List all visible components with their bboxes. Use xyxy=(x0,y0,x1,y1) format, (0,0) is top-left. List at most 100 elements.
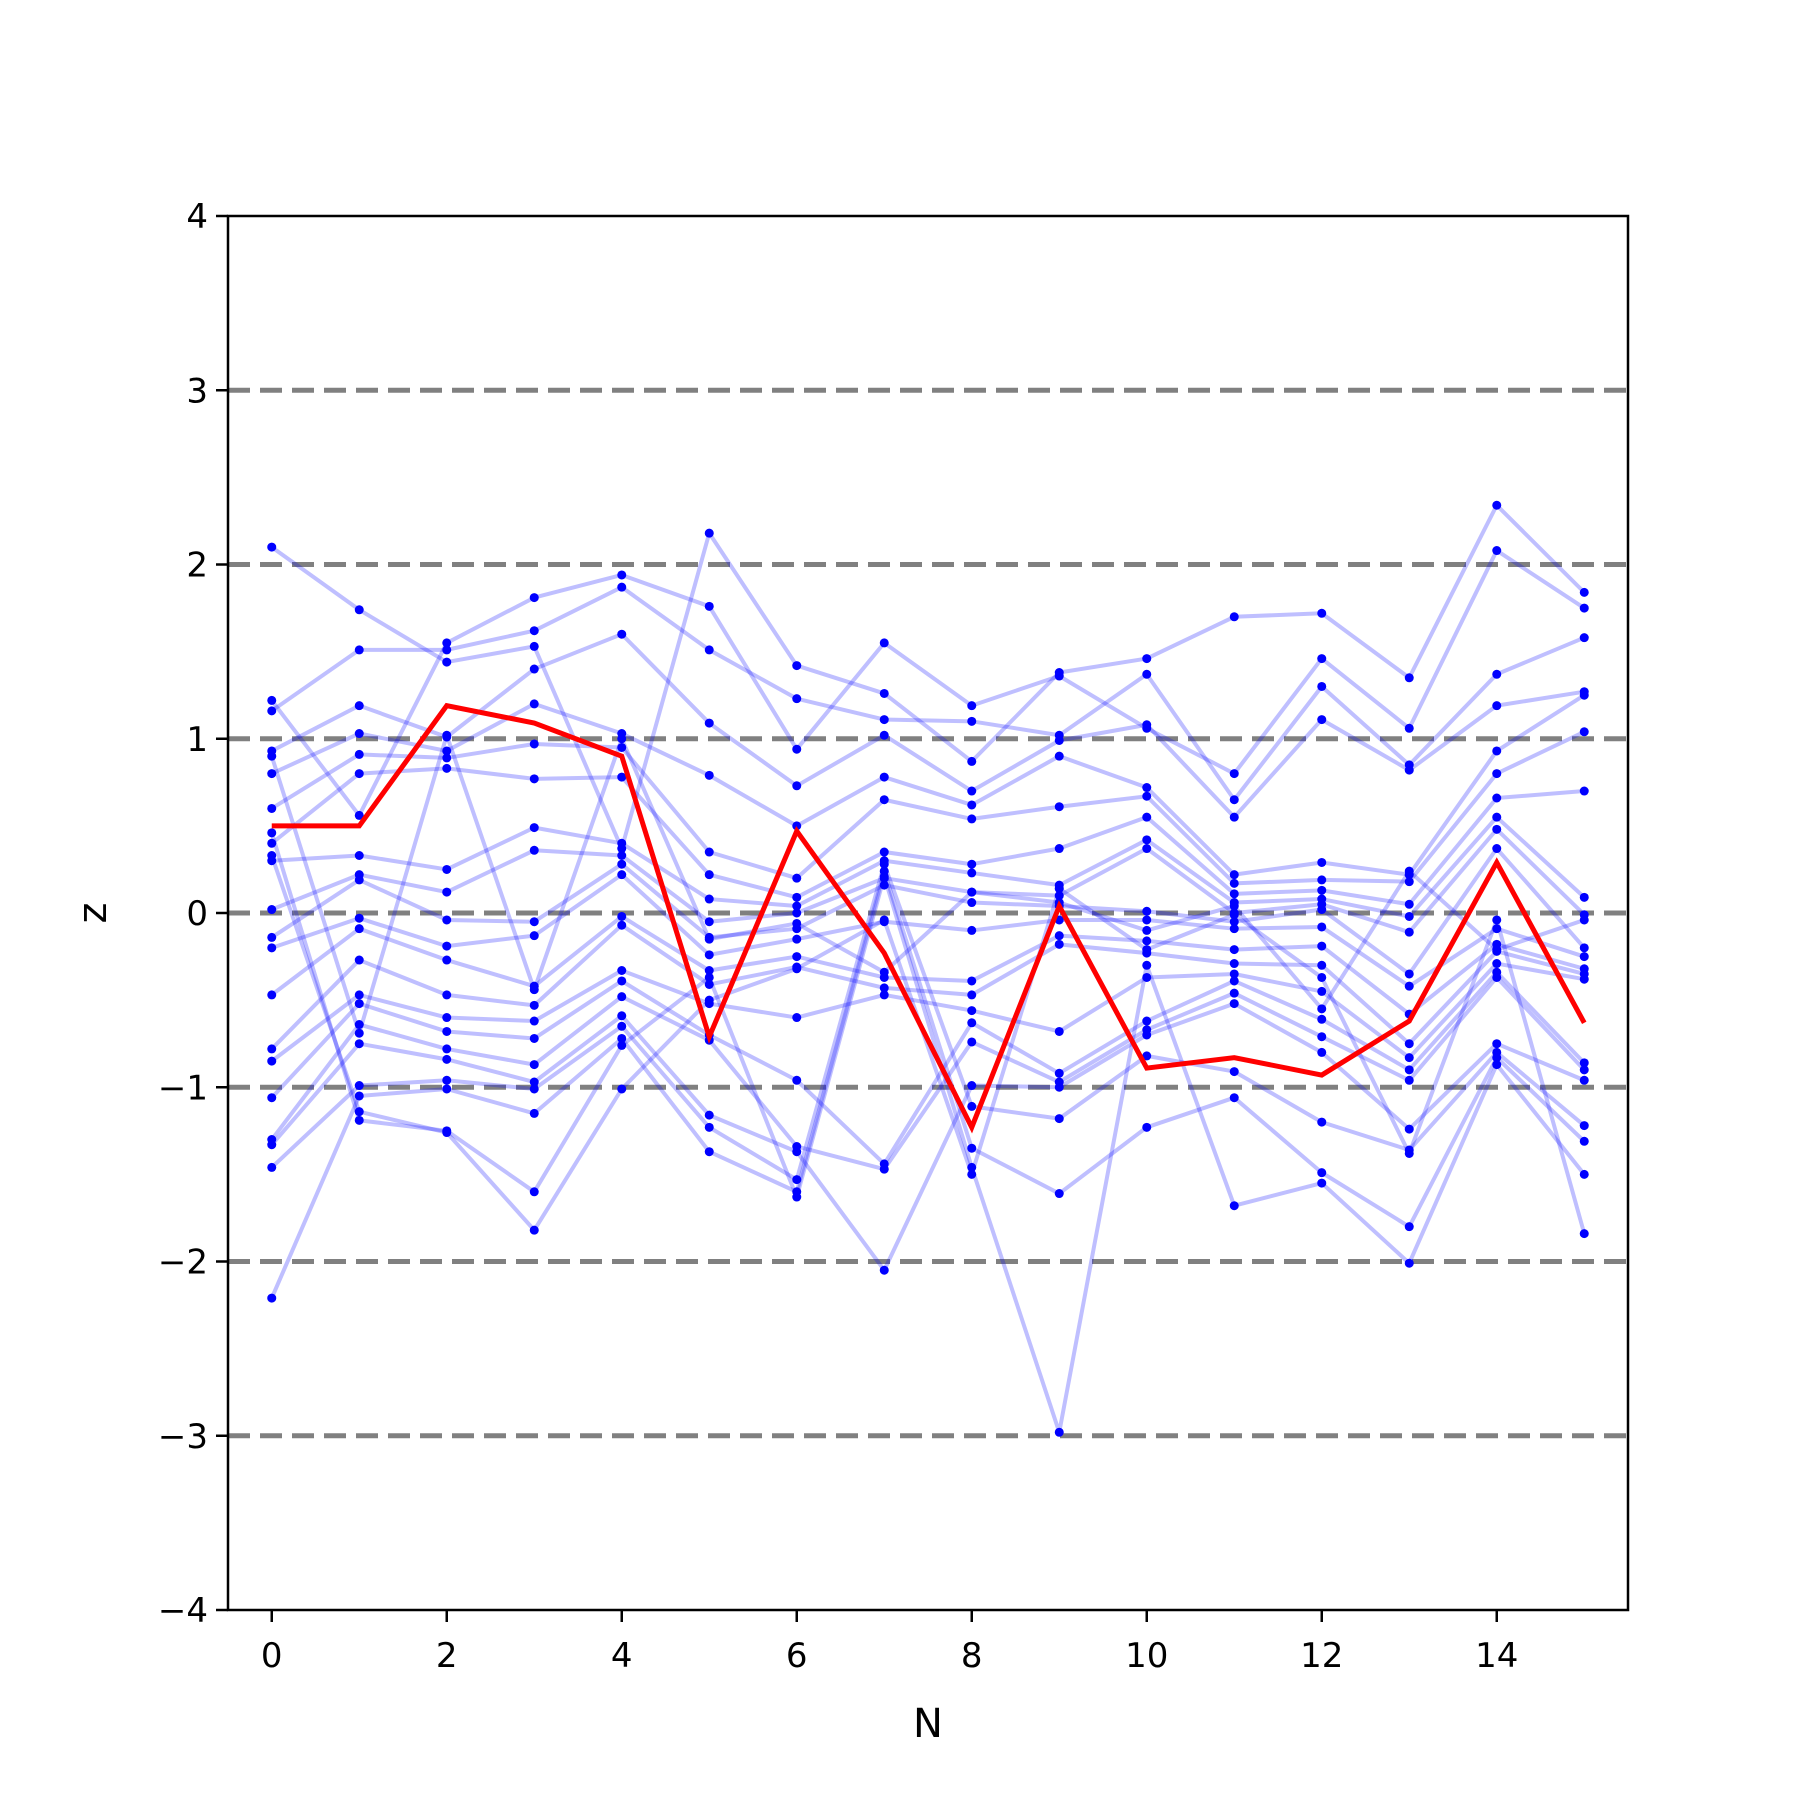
series-0-point-10 xyxy=(1142,654,1152,664)
series-21-point-14 xyxy=(1492,945,1502,955)
series-8-point-0 xyxy=(267,905,277,915)
series-2-point-6 xyxy=(792,694,802,704)
series-20-point-3 xyxy=(529,1225,539,1235)
series-line-19 xyxy=(269,832,1586,1435)
series-line-14 xyxy=(270,970,1586,1166)
series-18-point-2 xyxy=(442,1084,452,1094)
series-14-point-15 xyxy=(1579,1058,1589,1068)
series-21-point-6 xyxy=(792,918,802,928)
series-12-point-7 xyxy=(879,983,889,993)
series-16-point-9 xyxy=(1054,1082,1064,1092)
series-10-point-5 xyxy=(704,950,714,960)
series-6-point-10 xyxy=(1142,812,1152,822)
series-15-point-3 xyxy=(529,1060,539,1070)
highlight-line xyxy=(271,702,1587,1134)
series-17-point-9 xyxy=(1054,1114,1064,1124)
series-6-point-13 xyxy=(1404,899,1414,909)
series-17-point-1 xyxy=(354,1081,364,1091)
series-7-point-4 xyxy=(617,838,627,848)
series-2-point-12 xyxy=(1317,681,1327,691)
series-15-point-4 xyxy=(617,992,627,1002)
series-17-point-8 xyxy=(967,1101,977,1111)
series-20-point-10 xyxy=(1142,945,1152,955)
series-12-point-4 xyxy=(617,920,627,930)
series-21-point-7 xyxy=(879,967,889,977)
series-21-point-0 xyxy=(267,751,277,761)
series-6-point-7 xyxy=(879,847,889,857)
series-10-point-12 xyxy=(1317,922,1327,932)
series-line-5 xyxy=(270,729,1586,886)
series-9-point-7 xyxy=(879,880,889,890)
series-line-9 xyxy=(270,846,1586,976)
series-16-point-2 xyxy=(442,1054,452,1064)
series-20-point-13 xyxy=(1404,1148,1414,1158)
series-10-point-0 xyxy=(267,943,277,953)
series-14-point-10 xyxy=(1142,1016,1152,1026)
series-line-4 xyxy=(270,693,1586,877)
series-19-point-11 xyxy=(1229,1201,1239,1211)
series-17-point-15 xyxy=(1579,1121,1589,1131)
y-tick-label-4: 4 xyxy=(186,197,208,237)
series-5-point-2 xyxy=(442,753,452,763)
y-tick-label-1: 1 xyxy=(186,720,208,760)
series-5-point-0 xyxy=(267,803,277,813)
series-14-point-11 xyxy=(1229,976,1239,986)
series-20-point-7 xyxy=(879,915,889,925)
series-13-point-11 xyxy=(1229,969,1239,979)
highlight-series xyxy=(271,702,1587,1134)
series-3-point-6 xyxy=(792,781,802,791)
series-18-point-5 xyxy=(704,1147,714,1157)
series-2-point-10 xyxy=(1142,669,1152,679)
series-0-point-0 xyxy=(267,542,277,552)
series-20-point-5 xyxy=(704,995,714,1005)
series-11-point-2 xyxy=(442,955,452,965)
series-4-point-9 xyxy=(1054,751,1064,761)
series-19-point-0 xyxy=(267,828,277,838)
series-15-point-11 xyxy=(1229,988,1239,998)
series-4-point-14 xyxy=(1492,746,1502,756)
series-19-point-1 xyxy=(354,1115,364,1125)
series-1-point-0 xyxy=(267,695,277,705)
series-14-point-4 xyxy=(617,976,627,986)
series-14-point-0 xyxy=(267,1093,277,1103)
series-10-point-13 xyxy=(1404,981,1414,991)
series-line-7 xyxy=(271,815,1586,919)
series-8-point-2 xyxy=(442,887,452,897)
series-14-point-13 xyxy=(1404,1065,1414,1075)
series-18-point-13 xyxy=(1404,1222,1414,1232)
series-4-point-0 xyxy=(267,769,277,779)
series-16-point-0 xyxy=(267,1140,277,1150)
series-line-1 xyxy=(270,548,1586,818)
x-tick-label-14: 14 xyxy=(1475,1636,1518,1676)
series-4-point-11 xyxy=(1229,870,1239,880)
series-6-point-0 xyxy=(267,838,277,848)
series-17-point-12 xyxy=(1317,1117,1327,1127)
series-18-point-12 xyxy=(1317,1168,1327,1178)
series-17-point-7 xyxy=(879,859,889,869)
series-8-point-3 xyxy=(529,845,539,855)
y-tick-label-3: 3 xyxy=(186,371,208,411)
series-0-point-11 xyxy=(1229,612,1239,622)
series-11-point-6 xyxy=(792,952,802,962)
series-11-point-12 xyxy=(1317,941,1327,951)
series-5-point-6 xyxy=(792,873,802,883)
series-19-point-9 xyxy=(1054,1427,1064,1437)
series-18-point-9 xyxy=(1054,1189,1064,1199)
series-10-point-11 xyxy=(1229,924,1239,934)
series-4-point-1 xyxy=(354,729,364,739)
series-17-point-3 xyxy=(529,1084,539,1094)
series-1-point-12 xyxy=(1317,654,1327,664)
series-6-point-14 xyxy=(1492,793,1502,803)
series-18-point-0 xyxy=(267,1293,277,1303)
series-1-point-8 xyxy=(967,701,977,711)
series-11-point-9 xyxy=(1054,931,1064,941)
series-15-point-8 xyxy=(967,1037,977,1047)
series-20-point-14 xyxy=(1492,915,1502,925)
y-tick-label--2: −2 xyxy=(158,1243,208,1283)
series-19-point-12 xyxy=(1317,1178,1327,1188)
series-line-6 xyxy=(270,766,1585,907)
series-19-point-13 xyxy=(1404,1258,1414,1268)
series-12-point-13 xyxy=(1404,1039,1414,1049)
series-10-point-8 xyxy=(967,925,977,935)
series-14-point-1 xyxy=(354,999,364,1009)
